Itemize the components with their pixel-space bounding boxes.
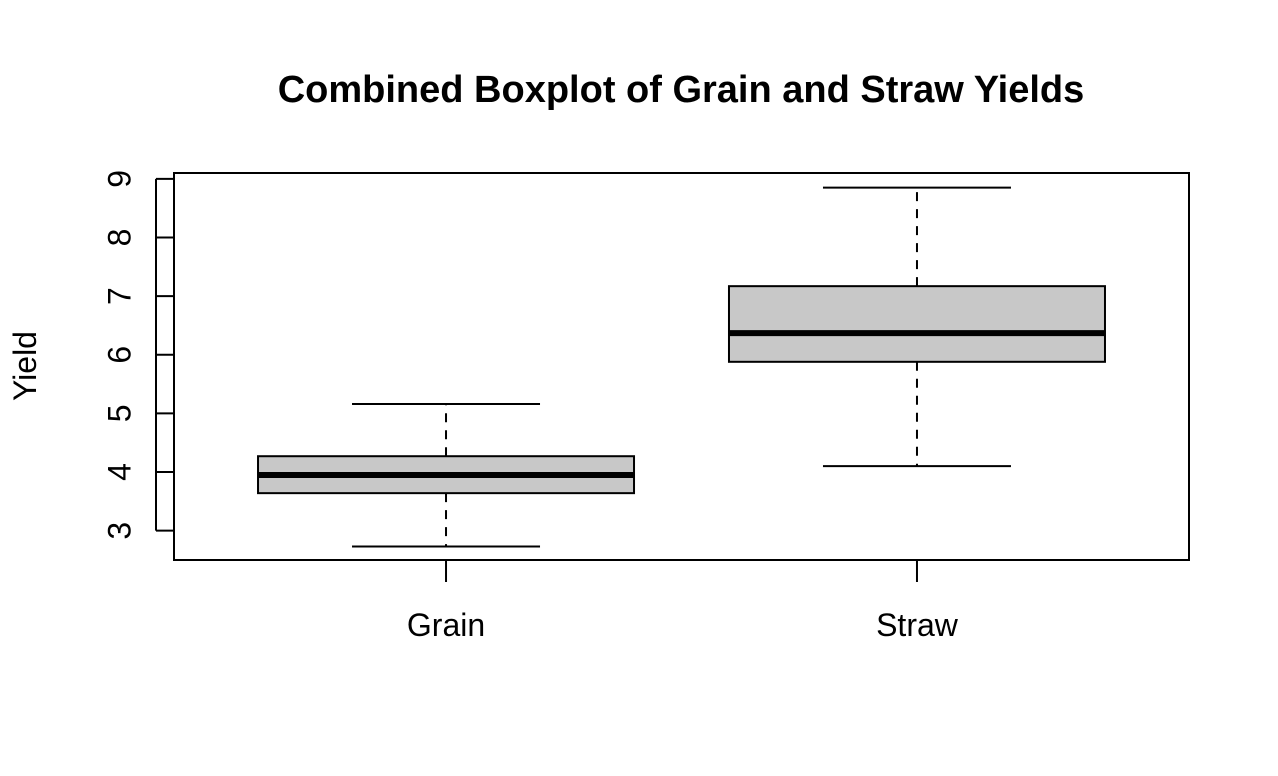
y-tick-label-0: 3 xyxy=(101,522,137,540)
plot-frame xyxy=(173,172,1190,561)
y-axis: 3 4 5 6 7 8 9 xyxy=(101,170,174,540)
x-tick-label-grain: Grain xyxy=(407,607,485,643)
y-tick-label-6: 9 xyxy=(101,170,137,188)
x-tick-label-straw: Straw xyxy=(876,607,959,643)
y-tick-label-3: 6 xyxy=(101,346,137,364)
y-tick-label-5: 8 xyxy=(101,229,137,247)
x-axis: Grain Straw xyxy=(407,560,959,643)
y-tick-label-2: 5 xyxy=(101,405,137,423)
y-tick-label-1: 4 xyxy=(101,463,137,481)
y-axis-label: Yield xyxy=(7,331,43,401)
box-straw xyxy=(727,285,1106,363)
y-tick-label-4: 7 xyxy=(101,287,137,305)
chart-title: Combined Boxplot of Grain and Straw Yiel… xyxy=(278,69,1085,111)
boxes xyxy=(257,186,1106,548)
